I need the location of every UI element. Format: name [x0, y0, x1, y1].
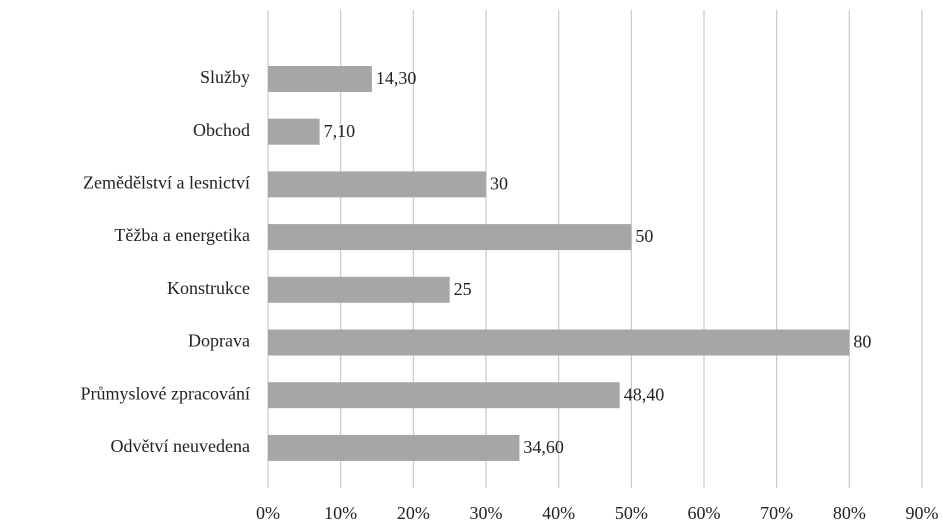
data-label: 34,60	[523, 437, 564, 457]
bar	[268, 329, 850, 356]
category-label: Doprava	[188, 331, 250, 351]
bar	[268, 66, 372, 92]
category-label: Těžba a energetika	[114, 225, 250, 245]
data-label: 30	[490, 174, 508, 194]
category-label: Služby	[200, 67, 250, 87]
x-tick-label: 70%	[760, 503, 793, 523]
x-tick-label: 10%	[324, 503, 357, 523]
x-tick-label: 30%	[470, 503, 503, 523]
data-label: 14,30	[376, 68, 417, 88]
x-tick-label: 80%	[833, 503, 866, 523]
category-label: Zemědělství a lesnictví	[83, 173, 250, 193]
category-label: Průmyslové zpracování	[81, 383, 250, 403]
category-label: Odvětví neuvedena	[111, 436, 250, 456]
x-tick-label: 90%	[906, 503, 939, 523]
x-tick-label: 20%	[397, 503, 430, 523]
bar	[268, 171, 486, 198]
data-label: 25	[454, 279, 472, 299]
bar	[268, 118, 320, 145]
x-tick-label: 60%	[688, 503, 721, 523]
x-tick-label: 40%	[542, 503, 575, 523]
data-label: 50	[635, 226, 653, 246]
bar	[268, 224, 632, 251]
x-tick-label: 0%	[256, 503, 280, 523]
bar	[268, 276, 450, 303]
bar	[268, 382, 620, 409]
category-label: Konstrukce	[167, 278, 250, 298]
data-label: 80	[853, 332, 871, 352]
data-label: 48,40	[624, 384, 665, 404]
x-tick-label: 50%	[615, 503, 648, 523]
category-label: Obchod	[193, 120, 250, 140]
data-label: 7,10	[324, 121, 356, 141]
bar	[268, 434, 520, 461]
